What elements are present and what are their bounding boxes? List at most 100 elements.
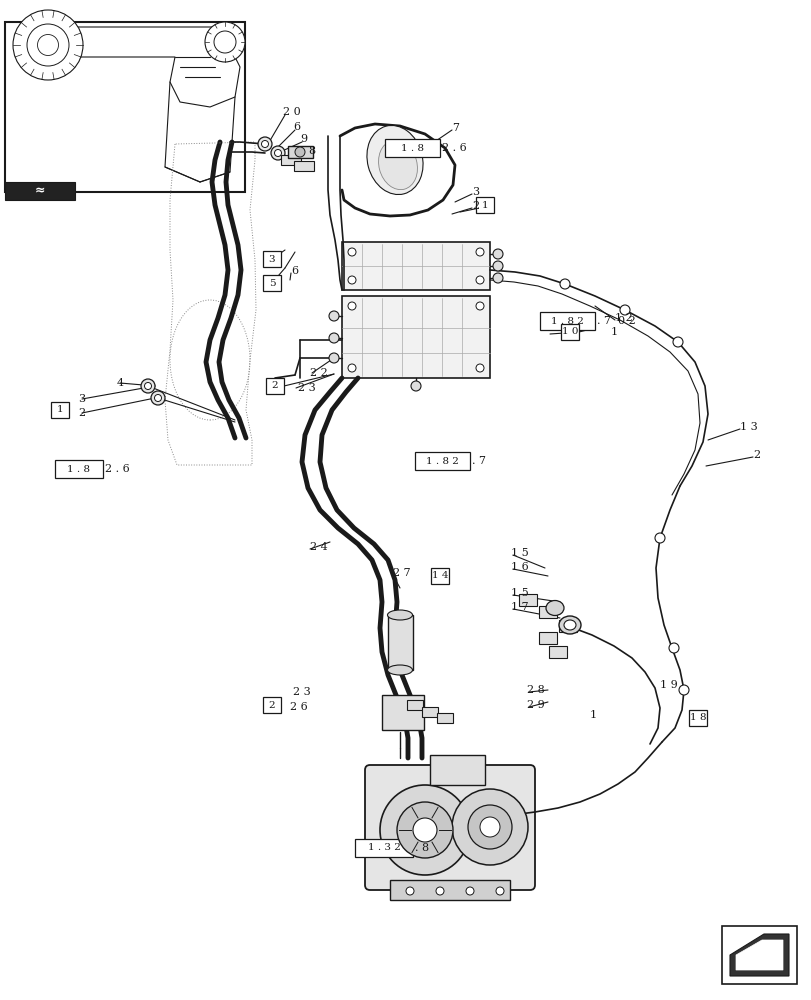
Ellipse shape [545,600,564,615]
Text: ≈: ≈ [35,185,45,198]
Text: . 7  0 2: . 7 0 2 [596,316,635,326]
Bar [281,155,301,165]
Text: . 7: . 7 [471,456,486,466]
Circle shape [466,887,474,895]
Text: 2 6: 2 6 [290,702,307,712]
Text: 1 5: 1 5 [510,588,528,598]
Circle shape [406,887,414,895]
Polygon shape [729,934,788,976]
Circle shape [467,805,512,849]
Circle shape [492,273,502,283]
Circle shape [271,146,285,160]
Text: 2 3: 2 3 [298,383,315,393]
Bar [55,460,103,478]
Circle shape [151,391,165,405]
Text: 2 7: 2 7 [393,568,410,578]
Bar [422,707,437,717]
Bar [389,880,509,900]
Bar [263,251,281,267]
Text: 1 0: 1 0 [561,328,577,336]
Bar [263,275,281,291]
Bar [431,568,448,584]
Circle shape [214,31,236,53]
Text: 6: 6 [293,122,300,132]
Bar [294,161,314,171]
Text: 7: 7 [452,123,458,133]
Text: 1 . 8 2: 1 . 8 2 [426,456,458,466]
Bar [430,755,484,785]
Circle shape [258,137,272,151]
Bar [539,606,556,618]
Circle shape [475,364,483,372]
Bar [354,839,413,857]
Text: 1 5: 1 5 [510,548,528,558]
Text: . 8: . 8 [414,843,428,853]
Circle shape [397,802,453,858]
Circle shape [154,394,161,401]
Bar [5,22,245,192]
Text: 1 8: 1 8 [689,713,706,722]
Bar [689,710,706,726]
Polygon shape [735,940,782,970]
Circle shape [294,147,305,157]
Circle shape [475,248,483,256]
Bar [475,197,493,213]
Ellipse shape [558,616,581,634]
Bar [263,697,281,713]
Bar [381,695,423,730]
Bar [560,324,578,340]
FancyBboxPatch shape [365,765,534,890]
Text: 2 3: 2 3 [293,687,311,697]
Circle shape [348,364,355,372]
Text: 2 9: 2 9 [526,700,544,710]
Circle shape [348,276,355,284]
Circle shape [141,379,155,393]
Bar [436,713,453,723]
Circle shape [475,276,483,284]
Text: 3: 3 [78,394,85,404]
Text: 1: 1 [610,327,617,337]
Circle shape [475,302,483,310]
Circle shape [668,643,678,653]
Text: 1: 1 [590,710,596,720]
Bar [539,632,556,644]
Bar [558,620,577,632]
Text: 1 9: 1 9 [659,680,677,690]
Circle shape [328,333,338,343]
Circle shape [479,817,500,837]
Bar [341,296,489,378]
Circle shape [27,24,69,66]
Circle shape [348,302,355,310]
Circle shape [492,261,502,271]
Text: 1 . 8: 1 . 8 [401,144,423,153]
Text: 1 2: 1 2 [614,313,632,323]
Text: 2: 2 [272,381,278,390]
Circle shape [678,685,689,695]
Ellipse shape [367,125,423,195]
Circle shape [380,785,470,875]
Bar [548,646,566,658]
Text: 6: 6 [290,266,298,276]
Circle shape [654,533,664,543]
Ellipse shape [387,665,412,675]
Text: 2 0: 2 0 [283,107,300,117]
Circle shape [204,22,245,62]
Text: 8: 8 [307,146,315,156]
Circle shape [413,818,436,842]
Text: 2: 2 [752,450,759,460]
Bar [539,312,594,330]
Circle shape [560,279,569,289]
Circle shape [261,141,268,148]
Text: 5: 5 [268,278,275,288]
Bar [51,402,69,418]
Bar [518,594,536,606]
Bar [5,182,75,200]
Text: 3: 3 [471,187,478,197]
Text: 1 . 8: 1 . 8 [67,464,90,474]
Text: 9: 9 [299,134,307,144]
Bar [341,242,489,290]
Bar [266,378,284,394]
Circle shape [328,353,338,363]
Text: 1: 1 [57,406,63,414]
Ellipse shape [387,610,412,620]
